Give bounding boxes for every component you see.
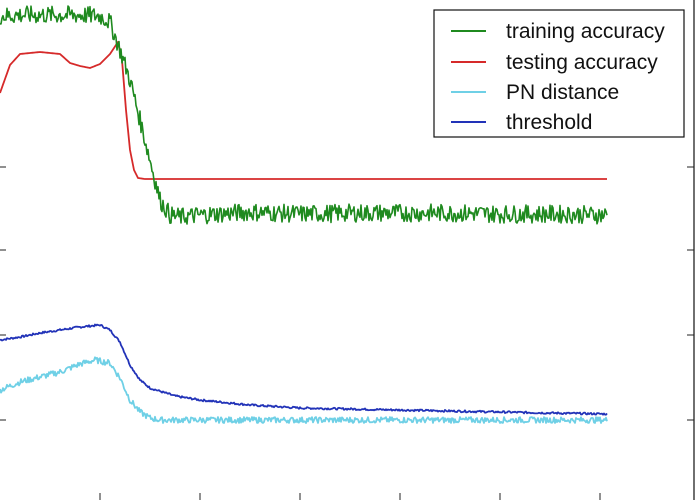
series-layer xyxy=(0,5,608,424)
series-line-testing-accuracy xyxy=(0,41,607,180)
series-line-training-accuracy xyxy=(0,5,608,225)
legend: training accuracy testing accuracy PN di… xyxy=(433,9,685,138)
legend-label-training-accuracy: training accuracy xyxy=(506,20,665,43)
legend-label-pn-distance: PN distance xyxy=(506,81,619,104)
axis-ticks xyxy=(0,166,694,500)
series-line-threshold xyxy=(0,323,608,416)
legend-label-testing-accuracy: testing accuracy xyxy=(506,51,658,74)
legend-label-threshold: threshold xyxy=(506,111,592,134)
series-line-pn-distance xyxy=(0,356,608,424)
legend-box xyxy=(433,9,685,138)
